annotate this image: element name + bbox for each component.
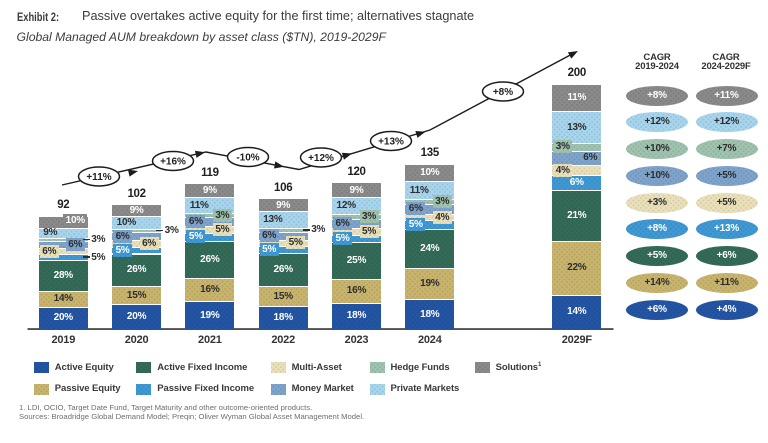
svg-text:+13%: +13% bbox=[378, 137, 404, 148]
svg-text:-10%: -10% bbox=[236, 153, 259, 164]
svg-text:+11%: +11% bbox=[86, 172, 111, 183]
svg-text:+8%: +8% bbox=[493, 87, 513, 98]
svg-text:+12%: +12% bbox=[308, 153, 334, 164]
svg-text:+16%: +16% bbox=[160, 157, 186, 168]
